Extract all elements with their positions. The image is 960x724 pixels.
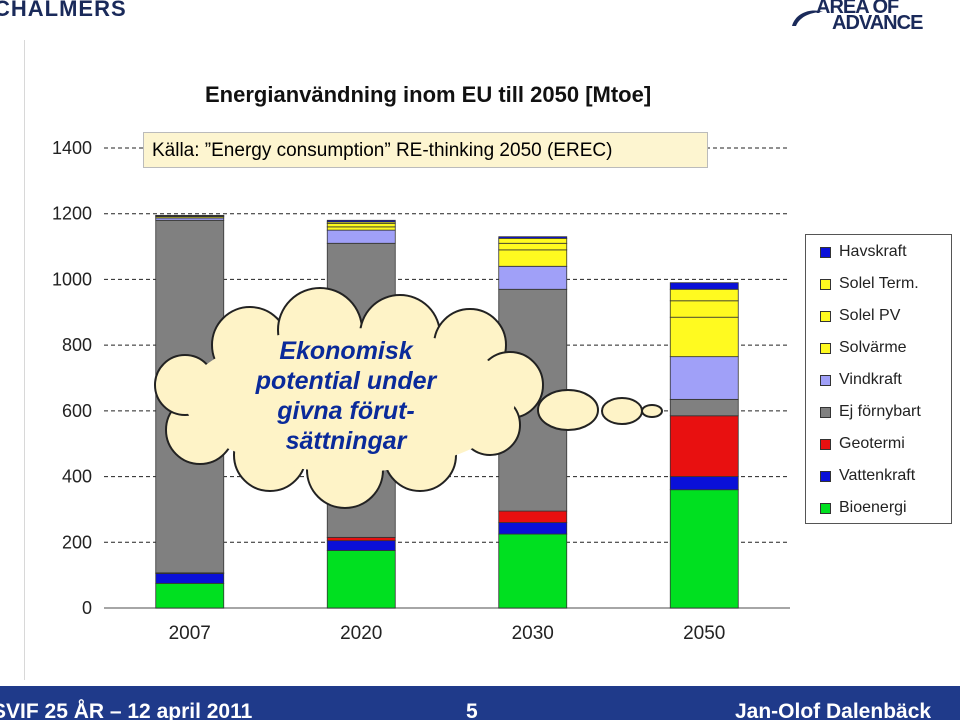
cloud-text: Ekonomisk potential under givna förut- s… <box>196 336 496 456</box>
cloud-line-2: potential under <box>196 366 496 396</box>
footer-left: SVIF 25 ÅR – 12 april 2011 <box>0 700 252 724</box>
cloud-line-3: givna förut- <box>196 396 496 426</box>
footer-author: Jan-Olof Dalenbäck <box>735 700 931 724</box>
page-number: 5 <box>466 700 478 724</box>
footer-bar: SVIF 25 ÅR – 12 april 2011 5 Jan-Olof Da… <box>0 686 960 720</box>
cloud-line-1: Ekonomisk <box>196 336 496 366</box>
cloud-line-4: sättningar <box>196 426 496 456</box>
